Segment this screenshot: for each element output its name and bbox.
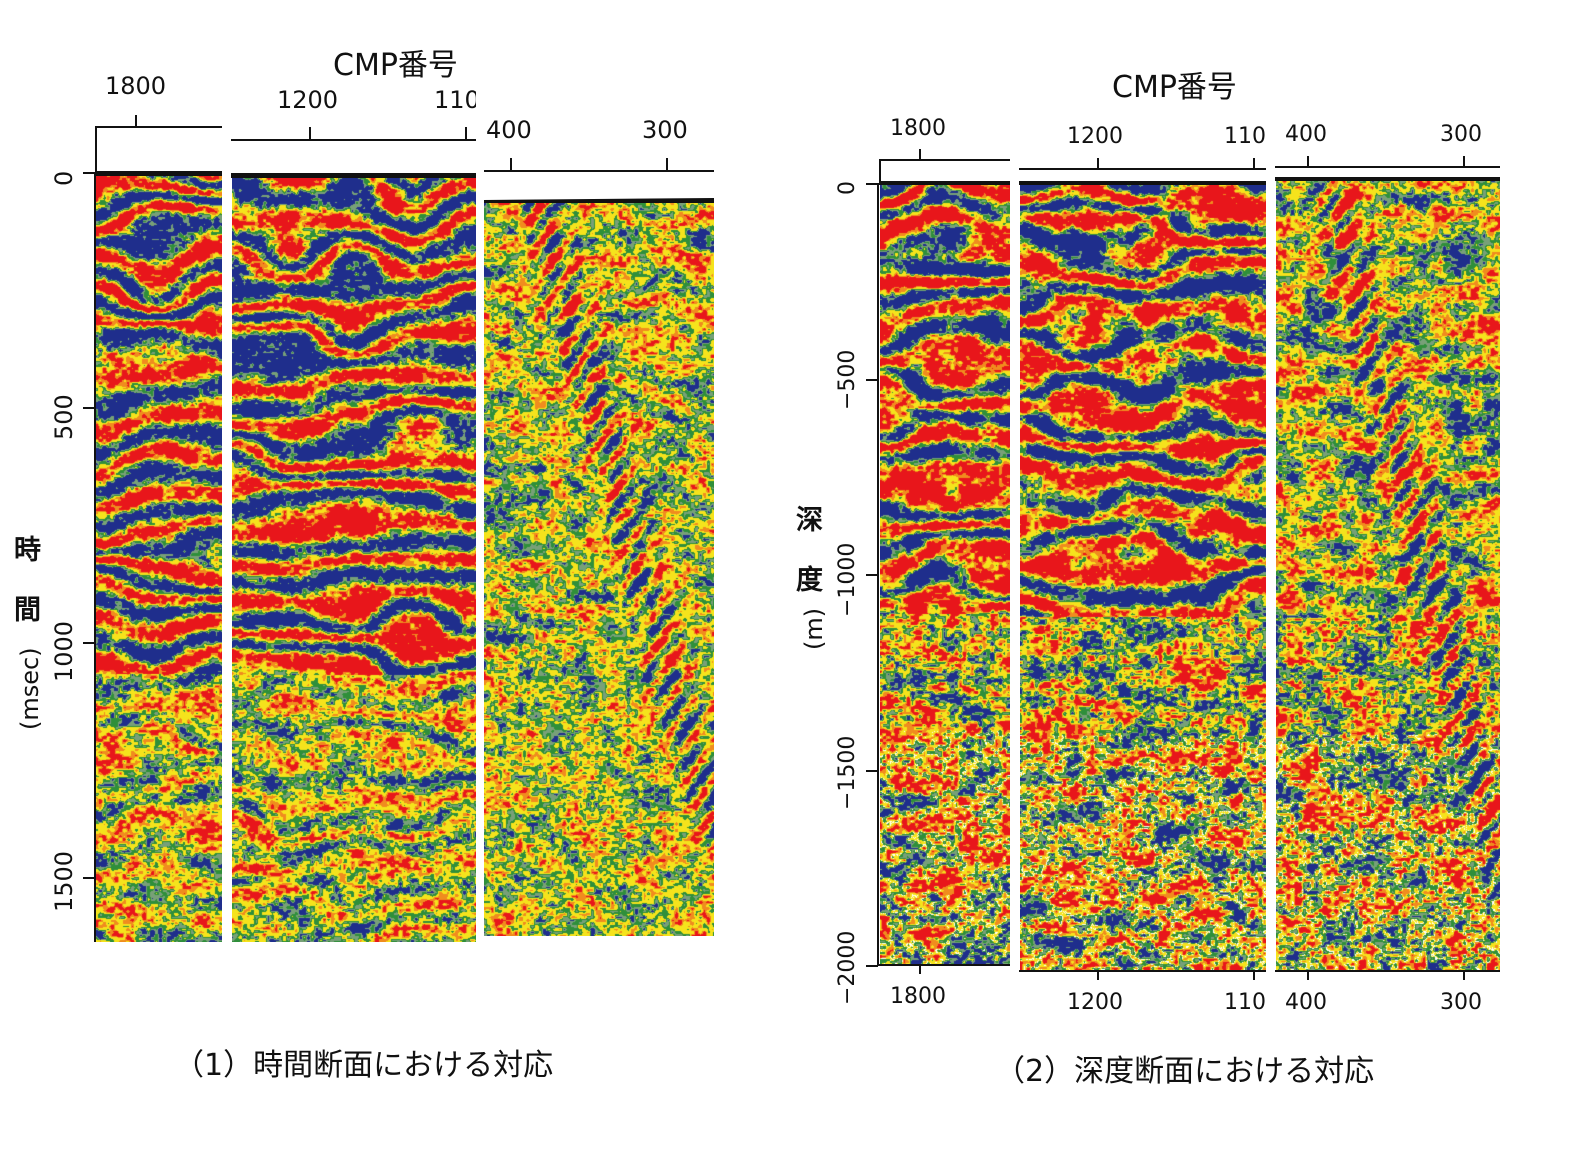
time-top-tick-400: 400 bbox=[486, 116, 532, 144]
time-ytick-label-500: 500 bbox=[50, 394, 78, 440]
depth-bottom-axis-2 bbox=[1019, 970, 1266, 972]
depth-ylabel-unit: (m) bbox=[800, 607, 828, 650]
depth-top-axis-1-edge bbox=[879, 159, 881, 184]
depth-btick-mark-1800 bbox=[919, 964, 921, 974]
depth-surface-line-1 bbox=[879, 181, 1010, 185]
depth-seismic-canvas-1 bbox=[880, 185, 1010, 964]
depth-bottom-axis-3 bbox=[1275, 970, 1500, 972]
depth-tick-mark-400 bbox=[1307, 156, 1309, 166]
time-tick-mark-300 bbox=[666, 158, 668, 170]
depth-ytick-label-2000: −2000 bbox=[835, 930, 860, 1005]
time-ylabel-char-1: 時 bbox=[14, 535, 41, 566]
depth-bottom-tick-300: 300 bbox=[1440, 990, 1482, 1015]
depth-bottom-axis-1 bbox=[879, 964, 1010, 966]
time-y-axis bbox=[94, 172, 96, 942]
time-top-tick-1200: 1200 bbox=[277, 86, 339, 114]
time-ylabel-char-2: 間 bbox=[14, 595, 41, 626]
time-top-axis-2 bbox=[231, 139, 476, 141]
time-seismic-panel-1 bbox=[96, 176, 222, 942]
time-tick-mark-400 bbox=[510, 158, 512, 170]
depth-top-tick-400: 400 bbox=[1285, 122, 1327, 147]
depth-seismic-canvas-3 bbox=[1276, 181, 1500, 970]
depth-top-axis-1 bbox=[879, 159, 1010, 161]
depth-seismic-panel-1 bbox=[880, 185, 1010, 964]
depth-ytick-2000 bbox=[866, 965, 878, 967]
depth-surface-line-3 bbox=[1275, 177, 1500, 181]
depth-seismic-panel-2 bbox=[1020, 185, 1266, 970]
depth-tick-mark-1800 bbox=[919, 149, 921, 159]
depth-ytick-label-0: 0 bbox=[835, 181, 860, 195]
depth-top-tick-1800: 1800 bbox=[890, 116, 946, 141]
time-tick-mark-1200 bbox=[309, 127, 311, 139]
depth-ytick-label-500: −500 bbox=[835, 349, 860, 410]
time-ytick-label-1000: 1000 bbox=[50, 620, 78, 682]
time-top-axis-3 bbox=[484, 170, 714, 172]
time-top-axis-1 bbox=[95, 126, 222, 128]
depth-surface-line-2 bbox=[1019, 181, 1266, 185]
depth-section-caption: （2）深度断面における対応 bbox=[995, 1054, 1375, 1089]
depth-ytick-1500 bbox=[866, 770, 878, 772]
depth-ytick-500 bbox=[866, 379, 878, 381]
depth-seismic-canvas-2 bbox=[1020, 185, 1266, 970]
depth-tick-mark-1200 bbox=[1097, 158, 1099, 168]
time-top-axis-1-edge bbox=[95, 126, 97, 174]
time-ytick-500 bbox=[83, 407, 95, 409]
depth-y-axis bbox=[877, 183, 879, 966]
depth-ytick-0 bbox=[866, 183, 878, 185]
time-top-tick-300: 300 bbox=[642, 116, 688, 144]
depth-bottom-tick-400: 400 bbox=[1285, 990, 1327, 1015]
time-seismic-panel-3 bbox=[484, 203, 714, 936]
time-surface-line-2 bbox=[231, 173, 476, 178]
depth-btick-mark-400 bbox=[1307, 970, 1309, 980]
time-seismic-panel-2 bbox=[232, 178, 476, 942]
depth-bottom-tick-110: 110 bbox=[1224, 990, 1266, 1015]
time-seismic-canvas-3 bbox=[484, 203, 714, 936]
depth-ylabel-char-2: 度 bbox=[796, 565, 823, 596]
depth-section-title: CMP番号 bbox=[1112, 70, 1237, 105]
time-section-title: CMP番号 bbox=[333, 48, 458, 83]
time-top-tick-1800: 1800 bbox=[105, 72, 167, 100]
time-seismic-canvas-2 bbox=[232, 178, 476, 942]
depth-seismic-panel-3 bbox=[1276, 181, 1500, 970]
time-ytick-1000 bbox=[83, 642, 95, 644]
depth-btick-mark-300 bbox=[1463, 970, 1465, 980]
depth-bottom-tick-1800: 1800 bbox=[890, 984, 946, 1009]
depth-ylabel-char-1: 深 bbox=[796, 505, 823, 536]
time-ylabel-unit: (msec) bbox=[16, 647, 44, 730]
time-tick-mark-110 bbox=[465, 127, 467, 139]
depth-ytick-label-1000: −1000 bbox=[835, 542, 860, 617]
depth-ytick-label-1500: −1500 bbox=[835, 735, 860, 810]
depth-ytick-1000 bbox=[866, 574, 878, 576]
time-ytick-label-1500: 1500 bbox=[50, 850, 78, 912]
depth-top-axis-2 bbox=[1019, 168, 1266, 170]
time-ytick-1500 bbox=[83, 877, 95, 879]
time-seismic-canvas-1 bbox=[96, 176, 222, 942]
depth-bottom-tick-1200: 1200 bbox=[1067, 990, 1123, 1015]
depth-top-tick-110: 110 bbox=[1224, 124, 1266, 149]
depth-tick-mark-110 bbox=[1253, 158, 1255, 168]
depth-top-axis-3 bbox=[1275, 166, 1500, 168]
time-section-caption: （1）時間断面における対応 bbox=[174, 1048, 554, 1083]
depth-top-tick-1200: 1200 bbox=[1067, 124, 1123, 149]
time-ytick-label-0: 0 bbox=[50, 170, 78, 186]
time-top-tick-110: 110 bbox=[434, 86, 476, 114]
time-tick-mark-1800 bbox=[135, 115, 137, 127]
depth-tick-mark-300 bbox=[1463, 156, 1465, 166]
depth-btick-mark-1200 bbox=[1097, 970, 1099, 980]
time-surface-line-1 bbox=[95, 171, 222, 176]
depth-top-tick-300: 300 bbox=[1440, 122, 1482, 147]
depth-btick-mark-110 bbox=[1253, 970, 1255, 980]
time-ytick-0 bbox=[83, 172, 95, 174]
